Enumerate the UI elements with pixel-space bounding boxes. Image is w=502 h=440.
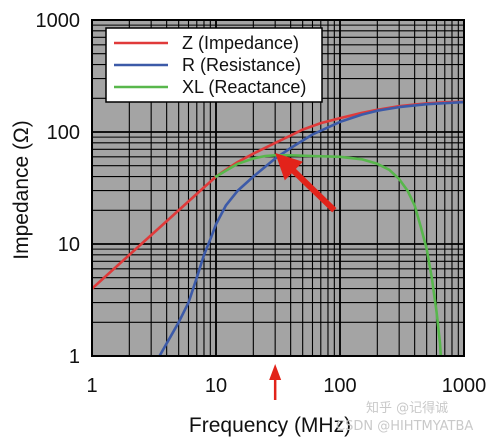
tick-labels: 1 10 100 1000 1 10 100 1000 — [36, 10, 487, 397]
x-axis-title: Frequency (MHz) — [189, 414, 351, 437]
y-axis-title: Impedance (Ω) — [10, 120, 33, 259]
series-line-1 — [158, 100, 464, 356]
series-layer — [92, 100, 464, 356]
annotation-arrow-curve — [275, 153, 337, 213]
x-tick-label: 1 — [86, 375, 97, 397]
watermark: 知乎 @记得诚 — [366, 400, 448, 416]
annotations — [269, 153, 337, 400]
plot-frame — [91, 19, 465, 357]
legend-label: Z (Impedance) — [182, 33, 299, 53]
watermark-csdn: CSDN @HIHTMYATBA — [336, 419, 473, 434]
annotation-arrow-axis-head — [269, 364, 282, 380]
x-tick-label: 1000 — [442, 375, 487, 397]
legend-label: R (Resistance) — [182, 55, 301, 75]
y-tick-label: 10 — [58, 234, 80, 256]
y-tick-label: 1000 — [36, 10, 81, 32]
y-tick-label: 100 — [47, 122, 80, 144]
x-tick-label: 10 — [205, 375, 227, 397]
series-line-2 — [214, 154, 443, 356]
legend-label: XL (Reactance) — [182, 77, 306, 97]
legend: Z (Impedance)R (Resistance)XL (Reactance… — [105, 27, 323, 103]
x-tick-label: 100 — [323, 375, 356, 397]
y-tick-label: 1 — [69, 346, 80, 368]
